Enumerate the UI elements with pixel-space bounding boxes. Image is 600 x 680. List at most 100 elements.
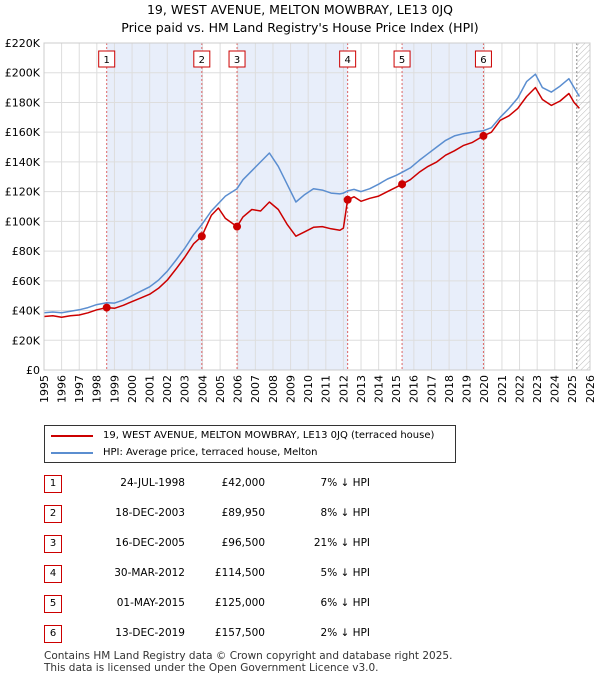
sale-hpi-diff: 8% ↓ HPI [320, 507, 370, 519]
sale-point [102, 303, 111, 312]
sale-number-badge: 6 [44, 625, 62, 643]
footer-attribution: Contains HM Land Registry data © Crown c… [44, 650, 452, 674]
x-tick-label: 2021 [496, 375, 509, 403]
sale-price: £125,000 [214, 597, 265, 609]
sale-label-box [474, 50, 492, 68]
sale-number-badge: 4 [44, 565, 62, 583]
x-tick-label: 2005 [214, 375, 227, 403]
sale-price: £89,950 [221, 507, 265, 519]
sale-date: 13-DEC-2019 [115, 627, 185, 639]
sale-period-shading [237, 43, 348, 370]
x-tick-label: 2003 [179, 375, 192, 403]
x-tick-label: 2008 [267, 375, 280, 403]
sale-price: £114,500 [214, 567, 265, 579]
y-tick-label: £60K [12, 275, 41, 288]
sale-label: 3 [234, 55, 240, 66]
x-tick-label: 1997 [73, 375, 86, 403]
x-tick-label: 1999 [108, 375, 121, 403]
forecast-hatch [576, 43, 590, 370]
sale-label: 6 [480, 55, 486, 66]
x-tick-label: 2009 [284, 375, 297, 403]
legend: 19, WEST AVENUE, MELTON MOWBRAY, LE13 0J… [44, 425, 456, 463]
sale-period-shading [402, 43, 484, 370]
sale-point [343, 195, 352, 204]
sale-hpi-diff: 6% ↓ HPI [320, 597, 370, 609]
x-tick-label: 2006 [232, 375, 245, 403]
x-tick-label: 2017 [425, 375, 438, 403]
footer-copyright: Contains HM Land Registry data © Crown c… [44, 650, 453, 662]
sale-price: £96,500 [221, 537, 265, 549]
sale-price: £42,000 [221, 477, 265, 489]
sale-number-badge: 5 [44, 595, 62, 613]
sale-hpi-diff: 5% ↓ HPI [320, 567, 370, 579]
y-tick-label: £200K [5, 67, 41, 80]
table-row: 2 18-DEC-2003 £89,950 8% ↓ HPI [0, 505, 600, 525]
legend-swatch-hpi [51, 452, 93, 454]
y-tick-label: £220K [5, 37, 41, 50]
sale-label-box [228, 50, 246, 68]
sale-number-badge: 1 [44, 475, 62, 493]
series-line-property [43, 86, 580, 318]
footer-licence: This data is licensed under the Open Gov… [44, 662, 379, 674]
sale-label: 2 [199, 55, 205, 66]
x-tick-label: 2015 [390, 375, 403, 403]
x-tick-label: 2007 [249, 375, 262, 403]
x-tick-label: 2004 [196, 375, 209, 403]
sale-date: 30-MAR-2012 [114, 567, 185, 579]
sale-hpi-diff: 2% ↓ HPI [320, 627, 370, 639]
y-tick-label: £160K [5, 126, 41, 139]
y-tick-label: £20K [12, 334, 41, 347]
sale-price: £157,500 [214, 627, 265, 639]
x-tick-label: 2010 [302, 375, 315, 403]
sale-point [479, 131, 488, 140]
legend-label-property: 19, WEST AVENUE, MELTON MOWBRAY, LE13 0J… [103, 430, 435, 441]
x-tick-label: 2013 [355, 375, 368, 403]
y-tick-label: £80K [12, 245, 41, 258]
sale-label-box [98, 50, 116, 68]
x-tick-label: 2022 [513, 375, 526, 403]
sale-date: 24-JUL-1998 [120, 477, 185, 489]
y-tick-label: £40K [12, 305, 41, 318]
x-tick-label: 2016 [408, 375, 421, 403]
x-tick-label: 2018 [443, 375, 456, 403]
series-line-hpi [43, 73, 581, 314]
sale-point [398, 180, 407, 189]
x-tick-label: 2011 [320, 375, 333, 403]
table-row: 5 01-MAY-2015 £125,000 6% ↓ HPI [0, 595, 600, 615]
sale-date: 01-MAY-2015 [116, 597, 185, 609]
x-tick-label: 2012 [337, 375, 350, 403]
chart-title: 19, WEST AVENUE, MELTON MOWBRAY, LE13 0J… [146, 2, 454, 17]
sale-label: 1 [104, 55, 110, 66]
legend-label-hpi: HPI: Average price, terraced house, Melt… [103, 447, 318, 458]
sale-hpi-diff: 21% ↓ HPI [313, 537, 370, 549]
x-tick-label: 2000 [126, 375, 139, 403]
sale-date: 18-DEC-2003 [115, 507, 185, 519]
table-row: 1 24-JUL-1998 £42,000 7% ↓ HPI [0, 475, 600, 495]
x-tick-label: 1998 [91, 375, 104, 403]
price-chart: 1 2 3 4 5 6 £0 £20K £40K £60K £80K £100K £120K £140K £… [5, 37, 597, 403]
x-tick-label: 1995 [38, 375, 51, 403]
sale-hpi-diff: 7% ↓ HPI [320, 477, 370, 489]
sale-label-box [339, 50, 357, 68]
x-tick-label: 2024 [549, 375, 562, 403]
legend-swatch-property [51, 435, 93, 437]
plot-border [43, 42, 591, 371]
x-tick-label: 2014 [372, 375, 385, 403]
x-tick-label: 2002 [161, 375, 174, 403]
sale-number-badge: 3 [44, 535, 62, 553]
x-tick-label: 2020 [478, 375, 491, 403]
sale-point [197, 232, 206, 241]
y-tick-label: £180K [5, 96, 41, 109]
table-row: 3 16-DEC-2005 £96,500 21% ↓ HPI [0, 535, 600, 555]
sale-label-box [393, 50, 411, 68]
x-tick-label: 2001 [144, 375, 157, 403]
x-tick-label: 2026 [584, 375, 597, 403]
sale-label-box [193, 50, 211, 68]
x-tick-label: 2025 [566, 375, 579, 403]
y-tick-label: £100K [5, 215, 41, 228]
sale-label: 5 [399, 55, 405, 66]
table-row: 4 30-MAR-2012 £114,500 5% ↓ HPI [0, 565, 600, 585]
x-tick-label: 2023 [531, 375, 544, 403]
y-tick-label: £0 [26, 364, 40, 377]
sale-number-badge: 2 [44, 505, 62, 523]
